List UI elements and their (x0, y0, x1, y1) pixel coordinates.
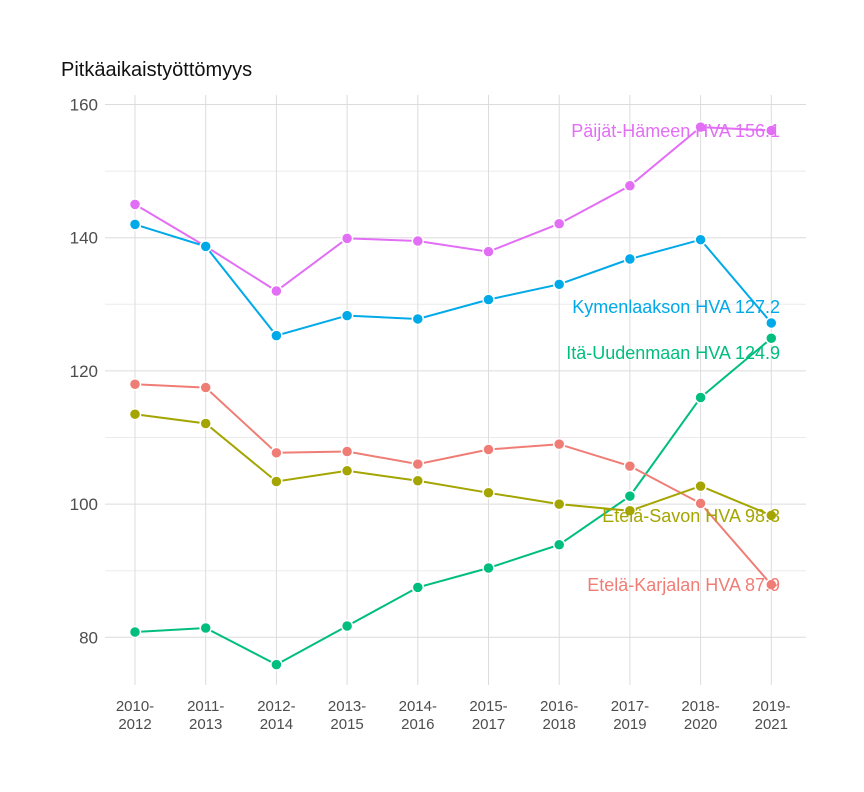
series-line (134, 223, 773, 337)
series-end-label: Päijät-Hämeen HVA 156.1 (571, 121, 780, 141)
data-point (199, 381, 212, 394)
end-labels: Päijät-Hämeen HVA 156.1 Kymenlaakson HVA … (566, 121, 780, 595)
data-point (128, 625, 142, 639)
x-tick-label: 2016-2018 (540, 698, 578, 733)
x-tick-label: 2018-2020 (681, 698, 719, 733)
data-point (623, 459, 637, 473)
series-points (128, 120, 778, 671)
series-end-label: Etelä-Savon HVA 98.3 (602, 506, 780, 526)
data-point (411, 234, 425, 248)
data-point (270, 284, 283, 298)
data-point (694, 391, 707, 404)
y-tick-label: 140 (70, 229, 98, 248)
x-tick-label: 2012-2014 (257, 698, 295, 733)
data-point (128, 218, 142, 231)
data-point (765, 509, 778, 522)
data-point (552, 538, 566, 551)
data-point (411, 474, 425, 488)
data-point (340, 309, 354, 322)
data-point (623, 252, 637, 266)
data-point (765, 578, 778, 591)
x-tick-label: 2019-2021 (752, 698, 790, 733)
data-point (199, 621, 212, 635)
x-tick-label: 2010-2012 (116, 698, 154, 733)
data-point (411, 312, 425, 326)
series-end-label: Itä-Uudenmaan HVA 124.9 (566, 343, 780, 363)
y-tick-label: 80 (79, 628, 98, 647)
data-point (694, 479, 707, 493)
data-point (552, 497, 566, 511)
series-line (134, 126, 772, 293)
x-axis: 2010-2012 2011-2013 2012-2014 2013-2015 2014… (116, 698, 791, 733)
series-line (134, 383, 773, 586)
data-point (482, 443, 495, 456)
series-end-label: Etelä-Karjalan HVA 87.9 (587, 575, 780, 595)
data-point (552, 437, 566, 451)
series-end-label: Kymenlaakson HVA 127.2 (572, 297, 780, 317)
series-lines (134, 126, 773, 666)
data-point (199, 240, 212, 253)
x-tick-label: 2015-2017 (469, 698, 507, 733)
data-point (482, 245, 495, 258)
series-line (134, 337, 772, 666)
data-point (623, 504, 637, 518)
data-point (482, 293, 495, 306)
data-point (623, 179, 637, 193)
data-point (128, 377, 142, 391)
y-tick-label: 100 (70, 495, 98, 514)
data-point (694, 233, 707, 246)
data-point (199, 417, 212, 430)
x-tick-label: 2014-2016 (399, 698, 437, 733)
y-tick-label: 120 (70, 362, 98, 381)
x-tick-label: 2013-2015 (328, 698, 366, 733)
data-point (623, 489, 637, 503)
data-point (552, 278, 566, 291)
data-point (411, 457, 425, 471)
data-point (482, 561, 495, 575)
data-point (340, 619, 354, 633)
data-point (694, 497, 707, 510)
data-point (128, 407, 142, 421)
y-tick-label: 160 (70, 96, 98, 115)
data-point (340, 445, 354, 458)
data-point (270, 658, 283, 671)
x-tick-label: 2011-2013 (187, 698, 224, 733)
x-tick-label: 2017-2019 (611, 698, 649, 733)
data-point (128, 198, 142, 211)
data-point (340, 464, 354, 478)
data-point (340, 232, 354, 245)
data-point (552, 217, 566, 230)
data-point (270, 329, 283, 342)
data-point (694, 120, 707, 134)
data-point (270, 446, 283, 460)
data-point (765, 316, 778, 330)
chart-title: Pitkäaikaistyöttömyys (61, 59, 252, 81)
data-point (765, 124, 778, 137)
series-line (134, 413, 772, 517)
data-point (482, 486, 495, 500)
data-point (765, 332, 778, 345)
data-point (411, 581, 425, 594)
y-axis: 80 100 120 140 160 (70, 96, 98, 648)
data-point (270, 475, 283, 488)
